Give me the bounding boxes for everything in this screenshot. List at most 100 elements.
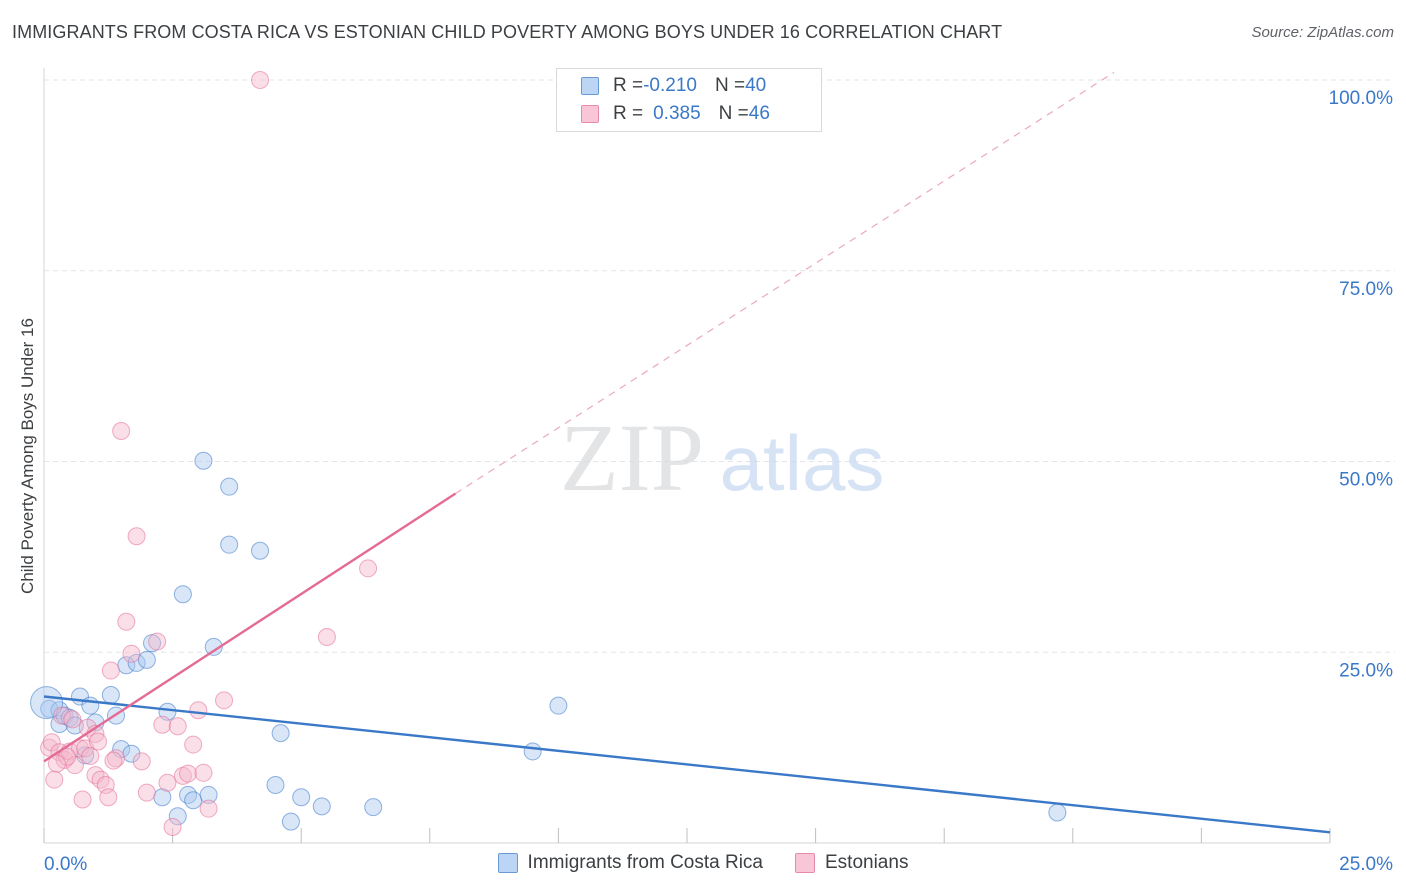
legend-r-value: -0.210	[643, 75, 697, 96]
legend-item-costa-rica: Immigrants from Costa Rica	[497, 852, 763, 874]
data-point	[117, 612, 136, 631]
data-point	[1048, 803, 1067, 822]
trend-line-1	[43, 492, 457, 763]
data-point	[73, 790, 92, 809]
trend-extension-1	[455, 71, 1115, 495]
data-point	[220, 535, 239, 554]
data-point	[194, 763, 213, 782]
data-point	[204, 637, 223, 656]
data-point	[101, 661, 120, 680]
data-point	[549, 696, 568, 715]
data-point	[63, 710, 82, 729]
data-point	[153, 715, 172, 734]
legend-row-estonians: R = 0.385 N = 46	[581, 100, 770, 128]
legend-label-costa-rica: Immigrants from Costa Rica	[527, 852, 763, 873]
tick-labels: 100.0% 75.0% 50.0% 25.0% 0.0% 25.0%	[44, 88, 1393, 875]
data-point	[91, 770, 110, 789]
data-point	[189, 701, 208, 720]
data-point	[271, 724, 290, 743]
data-point	[199, 785, 218, 804]
data-point	[89, 732, 108, 751]
y-tick-label-1: 75.0%	[1339, 279, 1393, 300]
data-point	[71, 739, 90, 758]
series-legend: Immigrants from Costa Rica Estonians	[0, 852, 1406, 874]
data-point	[179, 764, 198, 783]
legend-swatch-blue	[581, 77, 599, 95]
data-point	[81, 747, 100, 766]
legend-n-value: 46	[748, 103, 770, 124]
data-point	[53, 706, 72, 725]
data-point	[199, 799, 218, 818]
legend-n-label: N =	[718, 103, 749, 124]
data-point	[104, 751, 123, 770]
chart-title: IMMIGRANTS FROM COSTA RICA VS ESTONIAN C…	[12, 22, 1003, 42]
data-point	[359, 559, 378, 578]
legend-n-label: N =	[714, 75, 746, 96]
data-point	[281, 812, 300, 831]
data-point	[112, 421, 131, 440]
legend-row-costa-rica: R = -0.210 N = 40	[581, 72, 766, 100]
data-point	[173, 585, 192, 604]
data-point	[251, 71, 270, 89]
x-tick-label-0: 0.0%	[44, 854, 87, 875]
data-point	[251, 541, 270, 560]
data-point	[122, 644, 141, 663]
y-tick-label-3: 25.0%	[1339, 660, 1393, 681]
data-point	[127, 653, 146, 672]
legend-swatch-blue	[497, 853, 518, 873]
data-point	[99, 788, 118, 807]
trend-lines	[43, 71, 1331, 834]
data-point	[312, 797, 331, 816]
legend-swatch-pink	[795, 853, 815, 873]
data-point	[137, 650, 156, 669]
data-point	[132, 752, 151, 771]
data-point	[266, 776, 285, 795]
legend-r-label: R =	[613, 103, 644, 124]
data-point	[523, 742, 542, 761]
data-point	[194, 451, 213, 470]
y-tick-label-0: 100.0%	[1329, 88, 1394, 109]
data-point	[50, 701, 69, 720]
axes	[43, 68, 1331, 844]
y-axis-label: Child Poverty Among Boys Under 16	[18, 318, 37, 594]
data-point	[42, 733, 61, 752]
legend-item-estonians: Estonians	[795, 852, 908, 874]
data-point	[127, 527, 146, 546]
data-point	[101, 685, 120, 704]
data-point	[58, 747, 77, 766]
data-point	[317, 627, 336, 646]
data-point	[215, 691, 234, 710]
data-point	[148, 632, 167, 651]
data-point	[364, 798, 383, 817]
data-point	[184, 791, 203, 810]
legend-n-value: 40	[745, 75, 767, 96]
data-point	[107, 749, 126, 768]
watermark-atlas: atlas	[720, 419, 885, 507]
data-point	[292, 788, 311, 807]
data-point	[137, 783, 156, 802]
legend-swatch-pink	[581, 105, 599, 123]
data-point	[184, 735, 203, 754]
x-tick-label-1: 25.0%	[1339, 854, 1393, 875]
points-estonians	[40, 71, 378, 836]
points-immigrants-from-costa-rica	[30, 451, 1067, 831]
source-label: Source: ZipAtlas.com	[1251, 24, 1394, 41]
data-point	[45, 770, 64, 789]
trend-line-0	[43, 695, 1331, 834]
grid-lines	[44, 79, 1395, 653]
data-point	[168, 807, 187, 826]
data-point	[168, 717, 187, 736]
data-point	[47, 754, 66, 773]
data-point	[179, 785, 198, 804]
legend-label-estonians: Estonians	[825, 852, 909, 873]
legend-r-value: 0.385	[653, 103, 701, 124]
legend-r-label: R =	[613, 75, 644, 96]
correlation-legend: R = -0.210 N = 40 R = 0.385 N = 46	[556, 68, 822, 132]
data-point	[163, 817, 182, 836]
data-point	[220, 477, 239, 496]
data-point	[40, 738, 59, 757]
data-point	[158, 773, 177, 792]
y-tick-label-2: 50.0%	[1339, 470, 1393, 491]
watermark-zip: ZIP	[560, 404, 704, 511]
